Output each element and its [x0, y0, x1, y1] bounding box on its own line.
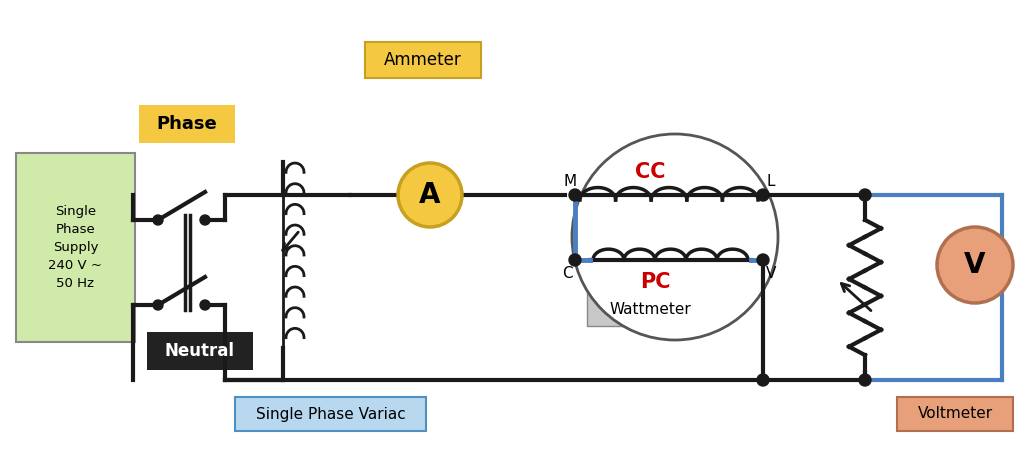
Circle shape [200, 215, 210, 225]
Text: A: A [419, 181, 440, 209]
Circle shape [569, 189, 581, 201]
Text: Neutral: Neutral [165, 342, 234, 360]
Text: Wattmeter: Wattmeter [609, 302, 691, 317]
Circle shape [859, 189, 871, 201]
Circle shape [200, 300, 210, 310]
Circle shape [153, 300, 163, 310]
FancyBboxPatch shape [147, 332, 253, 370]
Circle shape [572, 134, 778, 340]
Text: V: V [766, 267, 776, 281]
Text: Single
Phase
Supply
240 V ~
50 Hz: Single Phase Supply 240 V ~ 50 Hz [48, 205, 102, 290]
Text: Ammeter: Ammeter [384, 51, 462, 69]
Circle shape [757, 189, 769, 201]
Text: Phase: Phase [157, 115, 217, 133]
Text: C: C [562, 267, 572, 281]
Text: L: L [767, 174, 775, 189]
Circle shape [937, 227, 1013, 303]
Text: M: M [563, 174, 577, 189]
Circle shape [398, 163, 462, 227]
Circle shape [859, 374, 871, 386]
Text: V: V [965, 251, 986, 279]
FancyBboxPatch shape [234, 397, 426, 431]
Text: CC: CC [635, 162, 666, 182]
Circle shape [569, 254, 581, 266]
FancyBboxPatch shape [139, 105, 234, 143]
FancyBboxPatch shape [365, 42, 481, 78]
Text: Voltmeter: Voltmeter [918, 406, 992, 422]
Circle shape [757, 374, 769, 386]
Circle shape [757, 254, 769, 266]
FancyBboxPatch shape [897, 397, 1013, 431]
FancyBboxPatch shape [587, 292, 713, 326]
Text: PC: PC [640, 272, 671, 292]
Text: Single Phase Variac: Single Phase Variac [256, 406, 406, 422]
FancyBboxPatch shape [16, 153, 135, 342]
Circle shape [153, 215, 163, 225]
